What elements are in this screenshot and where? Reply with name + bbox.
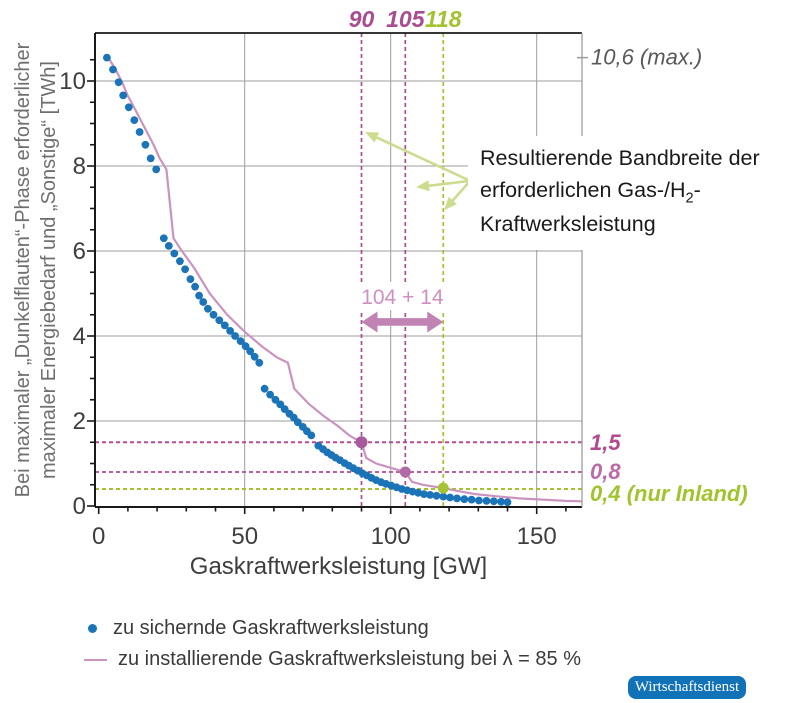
data-point (114, 78, 123, 87)
pointer-arrowhead-icon (416, 180, 430, 192)
vline-label: 90 (349, 6, 375, 32)
y-axis-title-line2: maximaler Energiebedarf und „Sonstige“ [… (38, 61, 60, 479)
annotation-line2: erforderlichen Gas-/H2- (480, 177, 701, 206)
range-label: 104 + 14 (361, 286, 444, 309)
annotation-line3: Kraftwerksleistung (480, 212, 656, 237)
hline-label: 1,5 (590, 430, 621, 455)
legend-item-installed: zu installierende Gaskraftwerksleistung … (84, 648, 581, 671)
pointer-arrow-line (449, 180, 472, 205)
annotation-box: Resultierende Bandbreite der erforderlic… (468, 136, 800, 250)
pointer-arrow-line (424, 179, 471, 188)
y-tick-label: 6 (73, 238, 86, 265)
y-axis-title: Bei maximaler „Dunkelflauten“-Phase erfo… (10, 43, 62, 498)
data-point (186, 275, 195, 283)
annotation-line1: Resultierende Bandbreite der (480, 146, 760, 170)
data-point (467, 495, 476, 504)
wirtschaftsdienst-badge: Wirtschaftsdienst (628, 676, 746, 699)
data-point (209, 310, 218, 319)
legend-marker-dot-icon (88, 624, 97, 633)
data-point (439, 492, 448, 501)
x-tick-label: 100 (371, 523, 411, 550)
y-tick-label: 8 (73, 153, 86, 180)
legend-label-secured: zu sichernde Gaskraftwerksleistung (113, 617, 429, 639)
data-point (432, 491, 441, 500)
x-tick-label: 0 (92, 523, 105, 550)
intersection-marker (437, 482, 449, 494)
range-label-box (355, 282, 450, 310)
data-point (130, 116, 139, 124)
data-point (453, 494, 461, 503)
secured-capacity-dots (103, 53, 512, 507)
data-point (475, 496, 483, 505)
data-point (124, 103, 133, 112)
data-point (164, 242, 173, 250)
data-point (236, 337, 245, 345)
data-point (250, 352, 259, 361)
data-point (152, 165, 161, 174)
data-point (460, 495, 469, 504)
data-point (215, 316, 224, 325)
data-point (307, 431, 316, 440)
y-tick-label: 4 (73, 323, 86, 350)
data-point (266, 390, 274, 399)
legend-label-installed: zu installierende Gaskraftwerksleistung … (118, 648, 582, 670)
data-point (482, 497, 491, 505)
x-tick-label: 50 (231, 523, 258, 550)
data-point (191, 282, 200, 291)
data-point (426, 491, 434, 499)
hline-label: 0,4 (nur Inland) (590, 481, 748, 506)
data-point (159, 234, 168, 243)
data-point (497, 497, 505, 506)
vline-label: 105 (386, 6, 426, 32)
data-point (135, 128, 144, 136)
data-point (109, 65, 117, 74)
data-point (141, 140, 150, 149)
range-double-arrow-icon (361, 311, 444, 333)
data-point (119, 91, 128, 100)
badge-label: Wirtschaftsdienst (634, 679, 740, 695)
data-point (204, 304, 212, 313)
pointer-arrowhead-icon (444, 196, 457, 211)
data-point (260, 384, 269, 393)
y-axis-title-line1: Bei maximaler „Dunkelflauten“-Phase erfo… (12, 42, 34, 498)
intersection-marker (399, 466, 411, 478)
data-point (181, 265, 190, 274)
y-tick-label: 10 (59, 68, 86, 95)
installed-capacity-line (107, 57, 583, 503)
data-point (199, 298, 208, 306)
data-point (195, 291, 204, 300)
data-point (489, 497, 498, 506)
data-point (414, 488, 422, 497)
data-point (246, 347, 255, 356)
data-point (446, 493, 454, 502)
data-point (241, 342, 250, 351)
data-point (503, 498, 512, 507)
data-point (293, 418, 302, 427)
pointer-arrow-line (372, 134, 471, 183)
data-point (226, 327, 235, 335)
hline-label: 0,8 (590, 459, 621, 484)
legend-item-secured: zu sichernde Gaskraftwerksleistung (88, 617, 429, 640)
y-tick-label: 2 (73, 408, 86, 435)
data-point (170, 249, 179, 258)
y-tick-label: 0 (73, 493, 86, 520)
pointer-arrowhead-icon (365, 132, 380, 143)
x-tick-label: 150 (517, 523, 557, 550)
vline-label: 118 (425, 6, 462, 32)
data-point (220, 321, 229, 330)
x-axis-title: Gaskraftwerksleistung [GW] (189, 553, 488, 580)
max-value-label: 10,6 (max.) (591, 45, 702, 70)
data-point (420, 490, 428, 498)
data-point (146, 154, 155, 163)
intersection-marker (355, 436, 368, 449)
data-point (231, 332, 240, 340)
data-point (255, 358, 264, 367)
data-point (103, 53, 111, 62)
chart-canvas: 104 + 14 0 50 100 150 0 2 4 6 8 10 90 105 118 1,5 0,80,… (59, 6, 748, 550)
data-point (271, 395, 280, 404)
legend-marker-line-icon (84, 658, 107, 661)
data-point (176, 257, 184, 266)
